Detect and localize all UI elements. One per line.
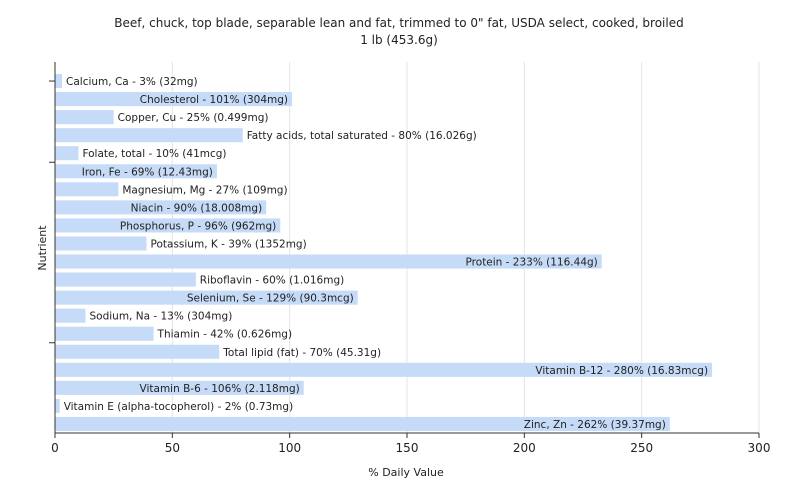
x-tick-label: 250 [630, 441, 653, 455]
bar [55, 416, 670, 432]
bar-label: Vitamin B-6 - 106% (2.118mg) [140, 383, 300, 395]
x-tick-label: 300 [748, 441, 771, 455]
bar-label: Iron, Fe - 69% (12.43mg) [82, 166, 213, 178]
bar [55, 272, 196, 287]
bar-label: Protein - 233% (116.44g) [466, 257, 598, 269]
bar [55, 254, 602, 269]
axes: 0 50 100 150 200 250 300 [49, 62, 770, 455]
bar [55, 164, 217, 179]
bar-label: Sodium, Na - 13% (304mg) [90, 311, 233, 323]
bar [55, 200, 267, 215]
bar [55, 73, 63, 89]
bar-label: Thiamin - 42% (0.626mg) [157, 329, 293, 341]
bar-label: Vitamin B-12 - 280% (16.83mcg) [535, 365, 708, 377]
x-tick-label: 50 [165, 441, 180, 455]
bar [55, 182, 119, 197]
bar-label: Fatty acids, total saturated - 80% (16.0… [247, 130, 477, 142]
bar [55, 398, 60, 413]
bar [55, 362, 713, 377]
bar-label: Niacin - 90% (18.008mg) [131, 202, 263, 214]
chart-subtitle: 1 lb (453.6g) [360, 33, 438, 47]
bar-label: Total lipid (fat) - 70% (45.31g) [222, 347, 381, 359]
bar-label: Zinc, Zn - 262% (39.37mg) [524, 419, 666, 431]
bar [55, 326, 154, 341]
bar-label: Potassium, K - 39% (1352mg) [151, 238, 307, 250]
bar [55, 344, 220, 359]
chart-title: Beef, chuck, top blade, separable lean a… [114, 16, 683, 30]
bar [55, 128, 243, 143]
bar [55, 92, 293, 107]
bar-label: Cholesterol - 101% (304mg) [140, 94, 288, 106]
x-tick-label: 200 [513, 441, 536, 455]
bar-label: Folate, total - 10% (41mcg) [82, 148, 226, 160]
x-tick-label: 0 [51, 441, 59, 455]
x-tick-label: 150 [396, 441, 419, 455]
bar [55, 236, 147, 251]
y-axis-label: Nutrient [36, 225, 49, 271]
bar-label: Calcium, Ca - 3% (32mg) [66, 76, 198, 88]
bar [55, 110, 114, 125]
bars: Calcium, Ca - 3% (32mg) Cholesterol - 101… [55, 73, 713, 432]
bar [55, 218, 281, 233]
bar [55, 380, 304, 395]
bar-label: Magnesium, Mg - 27% (109mg) [122, 184, 287, 196]
bar-label: Selenium, Se - 129% (90.3mcg) [187, 293, 354, 305]
bar-label: Copper, Cu - 25% (0.499mg) [118, 112, 269, 124]
bar [55, 146, 79, 161]
bar [55, 290, 358, 305]
bar-label: Riboflavin - 60% (1.016mg) [200, 275, 344, 287]
bar-label: Vitamin E (alpha-tocopherol) - 2% (0.73m… [64, 401, 294, 413]
bar-label: Phosphorus, P - 96% (962mg) [120, 220, 276, 232]
x-tick-label: 100 [278, 441, 301, 455]
x-axis-label: % Daily Value [368, 466, 444, 479]
bar [55, 308, 86, 323]
